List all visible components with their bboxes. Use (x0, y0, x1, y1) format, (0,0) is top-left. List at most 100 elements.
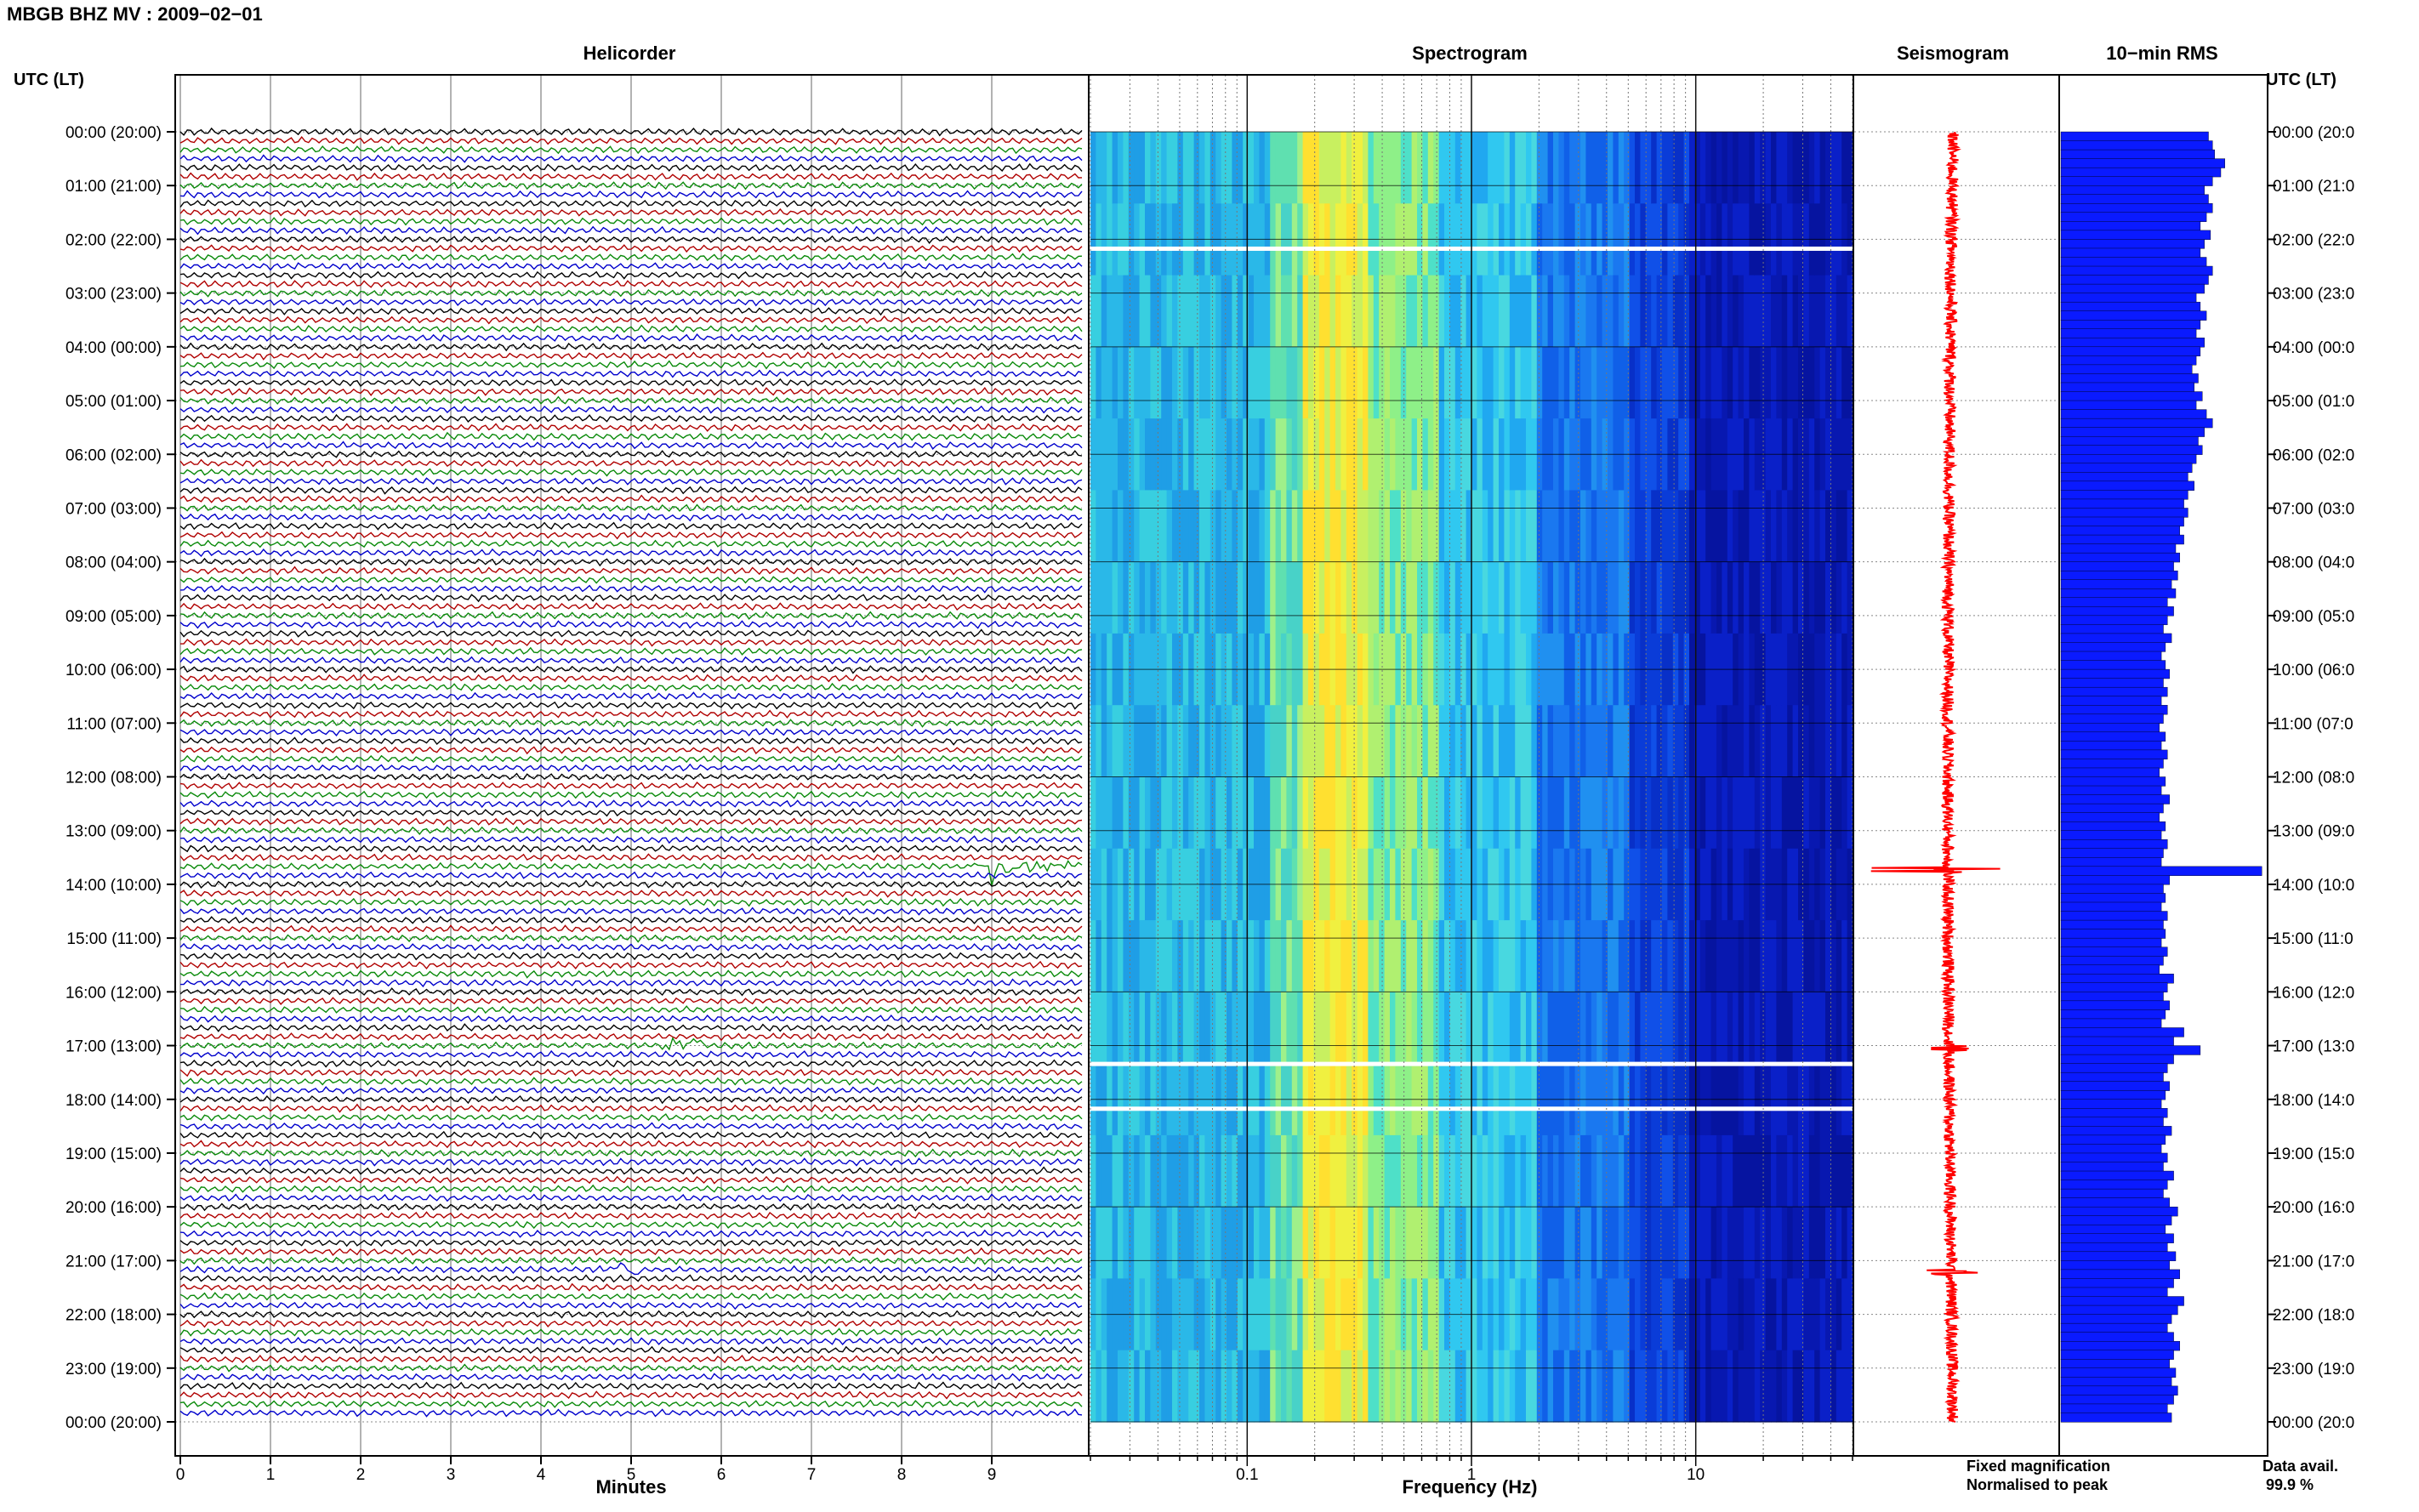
spectrogram-cell (1722, 705, 1728, 778)
spectrogram-cell (1727, 561, 1733, 634)
spectrogram-cell (1580, 1207, 1586, 1280)
spectrogram-cell (1613, 920, 1619, 992)
spectrogram-cell (1580, 490, 1586, 563)
spectrogram-cell (1172, 490, 1178, 563)
helicorder-trace (179, 387, 1083, 396)
spectrogram-cell (1329, 132, 1336, 204)
spectrogram-cell (1749, 1207, 1756, 1280)
spectrogram-cell (1672, 1207, 1679, 1280)
spectrogram-cell (1792, 1134, 1799, 1208)
spectrogram-cell (1656, 275, 1663, 348)
spectrogram-cell (1613, 1350, 1619, 1423)
spectrogram-cell (1139, 1350, 1146, 1423)
spectrogram-cell (1193, 1134, 1200, 1208)
time-label-left: 03:00 (23:00) (65, 286, 162, 304)
spectrogram-cell (1406, 490, 1413, 563)
spectrogram-cell (1749, 992, 1756, 1065)
spectrogram-cell (1825, 776, 1831, 850)
spectrogram-cell (1264, 1207, 1271, 1280)
spectrogram-cell (1776, 705, 1783, 778)
spectrogram-cell (1118, 561, 1124, 634)
spectrogram-cell (1814, 705, 1821, 778)
spectrogram-cell (1438, 561, 1445, 634)
rms-bar (2060, 346, 2201, 356)
time-axis-right: 00:00 (20:001:00 (21:002:00 (22:003:00 (… (2268, 124, 2354, 1432)
spectrogram-cell (1629, 1207, 1636, 1280)
helicorder-trace (179, 826, 1083, 835)
spectrogram-cell (1678, 275, 1685, 348)
rms-bar (2060, 1170, 2174, 1181)
spectrogram-cell (1819, 705, 1826, 778)
rms-bar (2060, 1403, 2168, 1414)
spectrogram-cell (1477, 705, 1483, 778)
spectrogram-cell (1482, 705, 1488, 778)
rms-bar (2060, 937, 2162, 948)
helicorder-trace (179, 503, 1083, 513)
time-label-left: 19:00 (15:00) (65, 1145, 162, 1163)
spectrogram-cell (1803, 1207, 1810, 1280)
spectrogram-cell (1563, 705, 1570, 778)
time-label-right: 04:00 (00:0 (2273, 339, 2354, 357)
spectrogram-cell (1182, 132, 1189, 204)
spectrogram-cell (1678, 776, 1685, 850)
spectrogram-cell (1471, 1207, 1477, 1280)
rms-bar (2060, 382, 2194, 393)
spectrogram-cell (1259, 705, 1266, 778)
spectrogram-cell (1477, 490, 1483, 563)
time-label-left: 12:00 (08:00) (65, 770, 162, 787)
spectrogram-cell (1177, 1134, 1184, 1208)
spectrogram-cell (1678, 490, 1685, 563)
rms-bar (2060, 1018, 2162, 1029)
spectrogram-cell (1460, 920, 1467, 992)
time-label-left: 06:00 (02:00) (65, 446, 162, 464)
spectrogram-cell (1123, 776, 1130, 850)
spectrogram-cell (1318, 490, 1325, 563)
spectrogram-cell (1678, 561, 1685, 634)
helicorder-trace (179, 1140, 1083, 1149)
spectrogram-cell (1237, 776, 1244, 850)
helicorder-trace (179, 1068, 1083, 1077)
spectrogram-cell (1232, 1350, 1238, 1423)
spectrogram-cell (1744, 992, 1750, 1065)
spectrogram-cell (1128, 490, 1135, 563)
spectrogram-cell (1477, 275, 1483, 348)
spectrogram-cell (1847, 561, 1853, 634)
spectrogram-cell (1433, 1350, 1440, 1423)
spectrogram-cell (1580, 776, 1586, 850)
spectrogram-cell (1727, 1207, 1733, 1280)
rms-bar (2060, 705, 2168, 715)
spectrogram-cell (1683, 1350, 1690, 1423)
spectrogram-cell (1454, 275, 1461, 348)
rms-bar (2060, 230, 2211, 241)
spectrogram-cell (1363, 490, 1369, 563)
seismogram-panel (1853, 75, 2059, 1456)
helicorder-trace (179, 494, 1083, 503)
minute-tick-label: 5 (627, 1466, 636, 1484)
spectrogram-cell (1363, 705, 1369, 778)
spectrogram-cell (1563, 346, 1570, 419)
helicorder-trace (179, 423, 1083, 432)
spectrogram-cell (1340, 1207, 1347, 1280)
spectrogram-cell (1716, 920, 1722, 992)
spectrogram-cell (1689, 132, 1695, 204)
spectrogram-cell (1798, 1207, 1804, 1280)
spectrogram-cell (1352, 1134, 1358, 1208)
spectrogram-cell (1830, 1350, 1837, 1423)
rms-bar (2060, 624, 2164, 634)
spectrogram-cell (1368, 346, 1375, 419)
spectrogram-cell (1324, 705, 1331, 778)
spectrogram-cell (1558, 776, 1565, 850)
spectrogram-cell (1624, 346, 1631, 419)
spectrogram-cell (1444, 705, 1450, 778)
rms-title: 10−min RMS (2106, 43, 2217, 64)
spectrogram-cell (1128, 920, 1135, 992)
spectrogram-cell (1302, 346, 1309, 419)
spectrogram-cell (1264, 132, 1271, 204)
spectrogram-cell (1656, 1134, 1663, 1208)
spectrogram-cell (1444, 920, 1450, 992)
spectrogram-cell (1754, 992, 1761, 1065)
spectrogram-cell (1449, 705, 1456, 778)
spectrogram-cell (1808, 561, 1815, 634)
spectrogram-cell (1188, 346, 1195, 419)
spectrogram-cell (1215, 992, 1222, 1065)
